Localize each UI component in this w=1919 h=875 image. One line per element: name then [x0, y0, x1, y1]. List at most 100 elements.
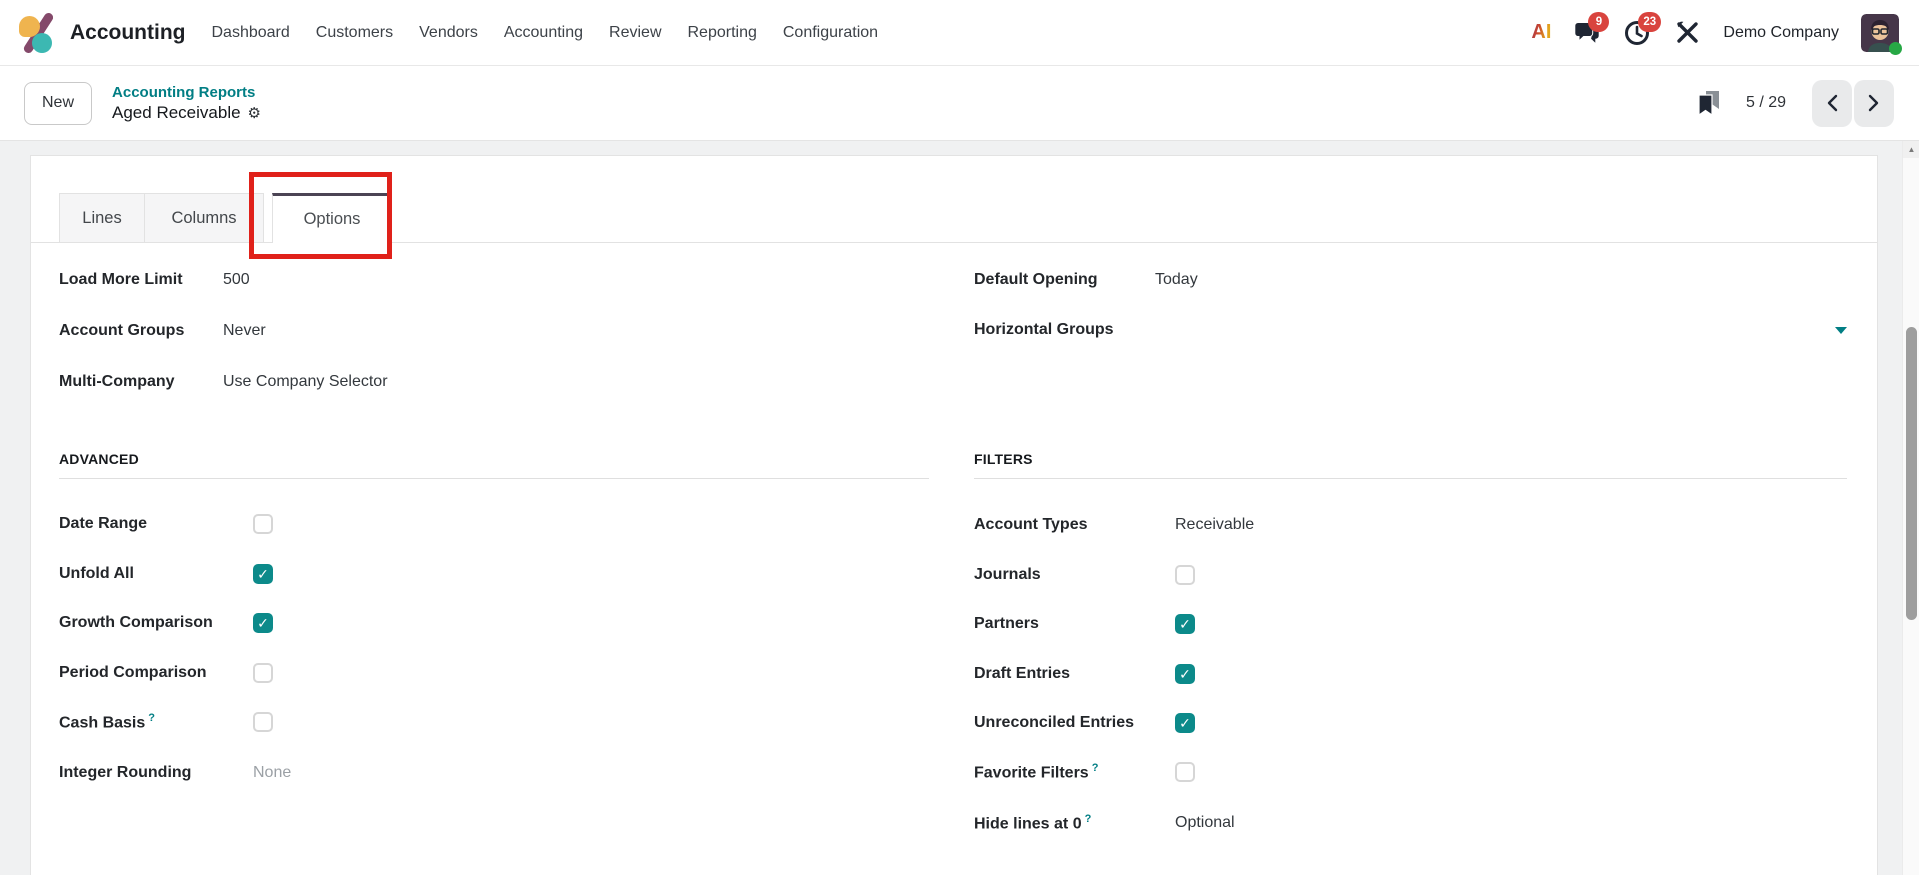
- menu-configuration[interactable]: Configuration: [782, 23, 879, 41]
- menu-reporting[interactable]: Reporting: [687, 23, 757, 41]
- row-partners: Partners: [974, 613, 1195, 635]
- partners-checkbox[interactable]: [1175, 614, 1195, 634]
- row-label: Date Range: [59, 515, 148, 532]
- logo-gold-dot: [19, 15, 40, 37]
- field-account-groups: Account Groups Never: [59, 320, 266, 342]
- online-status-dot: [1889, 41, 1902, 55]
- favorite-filters-checkbox[interactable]: [1175, 762, 1195, 782]
- row-account-types: Account Types Receivable: [974, 514, 1254, 536]
- bookmark-icon[interactable]: [1698, 90, 1720, 117]
- main-menu: Dashboard Customers Vendors Accounting R…: [212, 24, 879, 42]
- date-range-checkbox[interactable]: [253, 514, 273, 534]
- field-value[interactable]: Optional: [1175, 814, 1235, 831]
- row-integer-rounding: Integer Rounding None: [59, 762, 291, 784]
- row-journals: Journals: [974, 564, 1195, 586]
- scrollbar-thumb[interactable]: [1906, 327, 1917, 620]
- messages-count-badge: 9: [1588, 11, 1610, 32]
- scroll-up-arrow-icon[interactable]: ▲: [1903, 141, 1919, 158]
- row-unfold-all: Unfold All: [59, 563, 273, 585]
- field-value[interactable]: 500: [223, 271, 250, 288]
- avatar-image: [1861, 13, 1899, 52]
- odoo-accounting-logo-icon[interactable]: [18, 10, 58, 55]
- logo-teal-dot: [32, 32, 52, 53]
- section-advanced: ADVANCED: [59, 451, 929, 479]
- tools-icon: [1677, 21, 1698, 43]
- tab-strip: Lines Columns Options: [31, 193, 1877, 243]
- pager-value: 5 / 29: [1745, 94, 1786, 111]
- row-label: Draft Entries: [974, 665, 1071, 682]
- report-options-form: Lines Columns Options Load More Limit 50…: [30, 155, 1878, 875]
- help-icon[interactable]: ?: [1084, 812, 1092, 825]
- section-filters: FILTERS: [974, 451, 1847, 479]
- growth-comparison-checkbox[interactable]: [253, 613, 273, 633]
- unfold-all-checkbox[interactable]: [253, 564, 273, 584]
- field-value[interactable]: Use Company Selector: [223, 373, 388, 390]
- menu-dashboard[interactable]: Dashboard: [211, 23, 290, 41]
- tab-lines[interactable]: Lines: [59, 193, 145, 242]
- period-comparison-checkbox[interactable]: [253, 663, 273, 683]
- action-gear-icon[interactable]: ⚙: [247, 104, 261, 122]
- menu-customers[interactable]: Customers: [315, 23, 394, 41]
- row-label: Account Types: [974, 516, 1088, 533]
- field-multi-company: Multi-Company Use Company Selector: [59, 371, 388, 393]
- field-label: Account Groups: [59, 322, 185, 339]
- chevron-right-icon: [1868, 94, 1879, 112]
- menu-vendors[interactable]: Vendors: [419, 23, 478, 41]
- row-label: Period Comparison: [59, 664, 207, 681]
- user-avatar[interactable]: [1861, 13, 1902, 55]
- activities-count-badge: 23: [1638, 11, 1662, 32]
- tab-options[interactable]: Options: [272, 193, 392, 243]
- row-label: Journals: [974, 566, 1041, 583]
- row-growth-comparison: Growth Comparison: [59, 612, 273, 634]
- activities-button[interactable]: 23: [1623, 11, 1662, 47]
- field-value[interactable]: Today: [1155, 271, 1198, 288]
- menu-review[interactable]: Review: [609, 23, 662, 41]
- cash-basis-checkbox[interactable]: [253, 712, 273, 732]
- field-label: Multi-Company: [59, 373, 175, 390]
- tab-columns[interactable]: Columns: [144, 193, 264, 242]
- help-icon[interactable]: ?: [1091, 761, 1099, 774]
- vertical-scrollbar[interactable]: ▲: [1902, 141, 1919, 875]
- chevron-left-icon: [1827, 94, 1838, 112]
- row-label: Unreconciled Entries: [974, 714, 1135, 731]
- pager-next-button[interactable]: [1854, 79, 1894, 127]
- draft-entries-checkbox[interactable]: [1175, 664, 1195, 684]
- row-label: Growth Comparison: [59, 614, 213, 631]
- row-draft-entries: Draft Entries: [974, 663, 1195, 685]
- clock-icon: [1625, 20, 1650, 45]
- journals-checkbox[interactable]: [1175, 565, 1195, 585]
- ai-assistant-icon[interactable]: AI: [1531, 21, 1552, 43]
- row-date-range: Date Range: [59, 513, 273, 535]
- horizontal-groups-dropdown-caret-icon[interactable]: [1835, 327, 1847, 334]
- help-icon[interactable]: ?: [148, 711, 155, 724]
- row-label: Partners: [974, 615, 1039, 632]
- menu-accounting[interactable]: Accounting: [503, 23, 584, 41]
- field-label: Load More Limit: [59, 271, 183, 288]
- row-label: Favorite Filters?: [974, 761, 1099, 782]
- field-label: Horizontal Groups: [974, 321, 1114, 338]
- messages-button[interactable]: 9: [1573, 11, 1610, 47]
- field-value[interactable]: None: [253, 764, 292, 781]
- field-default-opening: Default Opening Today: [974, 269, 1198, 291]
- field-horizontal-groups: Horizontal Groups: [974, 319, 1155, 341]
- row-cash-basis: Cash Basis?: [59, 711, 273, 733]
- new-button[interactable]: New: [24, 81, 93, 125]
- row-favorite-filters: Favorite Filters?: [974, 761, 1195, 783]
- row-label: Unfold All: [59, 565, 134, 582]
- row-period-comparison: Period Comparison: [59, 662, 273, 684]
- app-title: Accounting: [70, 20, 186, 44]
- field-value[interactable]: Never: [223, 322, 266, 339]
- row-label: Integer Rounding: [59, 764, 192, 781]
- control-panel: New Accounting Reports Aged Receivable ⚙…: [0, 66, 1919, 141]
- breadcrumb: Accounting Reports Aged Receivable ⚙: [112, 84, 261, 123]
- breadcrumb-current: Aged Receivable: [112, 102, 241, 122]
- debug-tools-button[interactable]: [1673, 19, 1701, 47]
- row-hide-lines-at-0: Hide lines at 0? Optional: [974, 812, 1235, 834]
- breadcrumb-parent-link[interactable]: Accounting Reports: [112, 83, 256, 101]
- field-value[interactable]: Receivable: [1175, 516, 1255, 533]
- field-load-more-limit: Load More Limit 500: [59, 269, 250, 291]
- pager-previous-button[interactable]: [1812, 79, 1852, 127]
- row-label: Hide lines at 0?: [974, 812, 1092, 833]
- company-switcher[interactable]: Demo Company: [1723, 23, 1839, 41]
- unreconciled-entries-checkbox[interactable]: [1175, 713, 1195, 733]
